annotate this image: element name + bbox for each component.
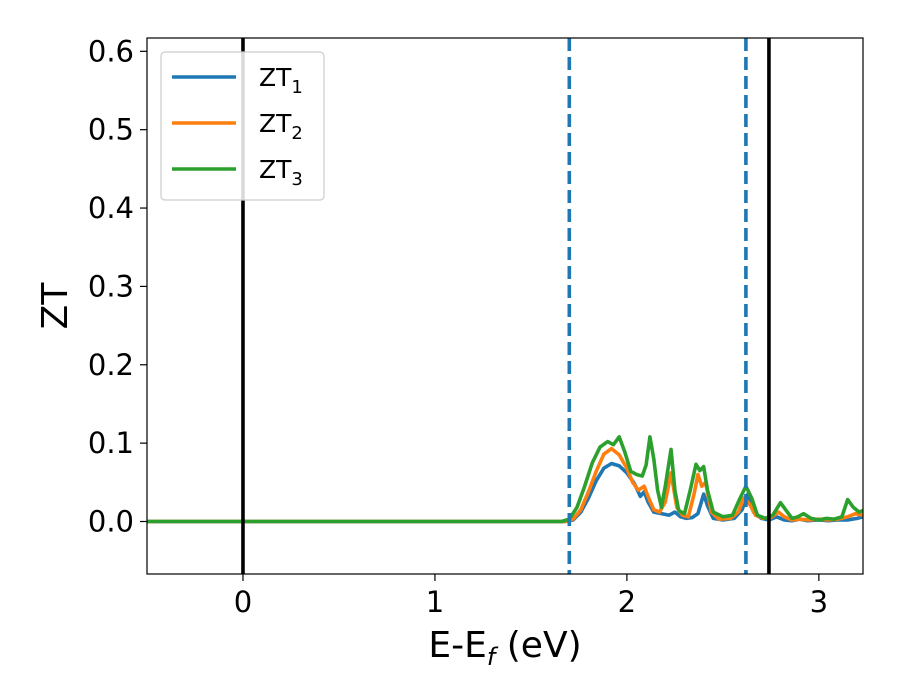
y-axis-label: ZT — [35, 282, 76, 330]
y-tick-label: 0.4 — [88, 191, 134, 225]
x-axis-label: E-Ef (eV) — [428, 625, 581, 671]
x-tick-label: 0 — [234, 585, 252, 619]
legend-label-zt2: ZT2 — [259, 109, 303, 144]
y-tick-label: 0.1 — [88, 426, 134, 460]
y-tick-label: 0.6 — [88, 34, 134, 68]
series-line-zt2 — [147, 446, 863, 524]
y-tick-label: 0.5 — [88, 113, 134, 147]
x-tick-label: 2 — [618, 585, 636, 619]
y-tick-label: 0.3 — [88, 269, 134, 303]
ticks-layer: 0 1 2 3 0.0 0.1 0.2 0.3 0.4 0.5 0.6 — [88, 34, 828, 619]
x-tick-label: 1 — [426, 585, 444, 619]
legend: ZT1 ZT2 ZT3 — [160, 51, 325, 201]
series-line-zt3 — [147, 435, 863, 524]
legend-box — [160, 51, 325, 201]
series-layer — [147, 435, 863, 524]
x-axis-label-main: E-E — [428, 625, 486, 666]
x-tick-label: 3 — [810, 585, 828, 619]
y-tick-label: 0.2 — [88, 348, 134, 382]
plot-frame — [146, 37, 864, 575]
legend-label-zt3: ZT3 — [259, 155, 303, 190]
legend-label-zt1: ZT1 — [259, 63, 303, 98]
x-axis-label-unit: (eV) — [495, 625, 581, 666]
y-tick-label: 0.0 — [88, 504, 134, 538]
